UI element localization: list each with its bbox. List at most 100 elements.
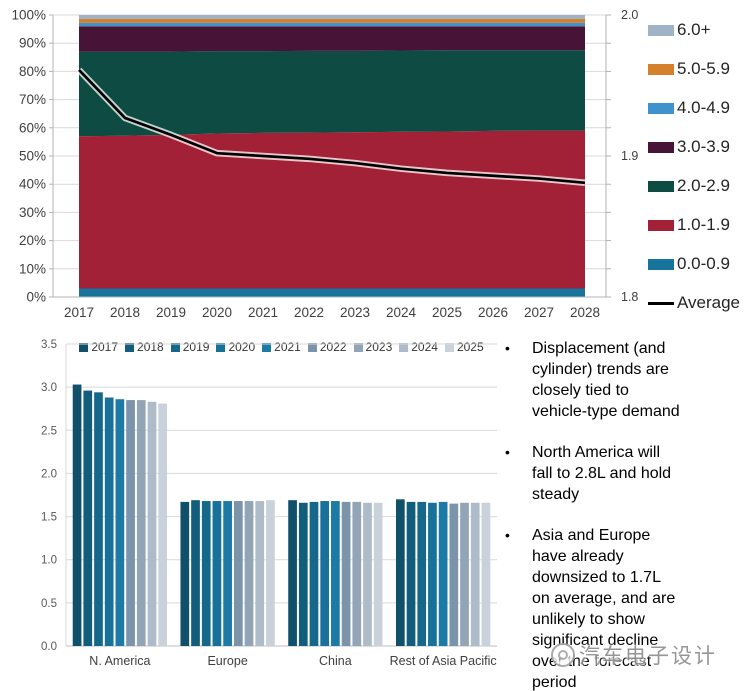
left-axis-label: 60% [19, 120, 46, 135]
bar-China-2024 [363, 502, 372, 646]
left-axis-label: 50% [19, 149, 46, 164]
legend-swatch [125, 342, 135, 352]
legend-label: 4.0-4.9 [677, 98, 730, 117]
avg-displacement-by-region-chart: 2017 2018 2019 2020 2021 2022 2023 2024 2025 0.0… [0, 334, 502, 691]
bar-Europe-2021 [223, 501, 232, 646]
y-axis-label: 0.5 [41, 598, 57, 610]
bar-Rest of Asia Pacific-2025 [481, 502, 491, 646]
area-band-0.0-0.9 [79, 288, 585, 297]
bullet-displacement-trends: • Displacement (and cylinder) trends are… [505, 338, 743, 422]
bar-N. America-2023 [136, 400, 146, 646]
bar-China-2019 [309, 501, 319, 646]
legend-swatch [648, 63, 674, 75]
legend-item-0.0-0.9: 0.0-0.9 [648, 254, 740, 273]
left-axis-label: 40% [19, 177, 46, 192]
y-axis-label: 0.0 [41, 641, 57, 653]
legend-label: 0.0-0.9 [677, 254, 730, 273]
bar-China-2020 [320, 501, 330, 646]
x-category-label: China [319, 654, 352, 668]
x-category-label: N. America [89, 654, 150, 668]
legend-swatch [648, 141, 674, 153]
key-points: • Displacement (and cylinder) trends are… [505, 338, 743, 691]
bar-China-2018 [298, 502, 308, 646]
legend-item-3.0-3.9: 3.0-3.9 [648, 137, 740, 156]
x-axis-label: 2020 [202, 305, 232, 320]
bar-N. America-2021 [115, 399, 125, 646]
bullet-text: Displacement (and cylinder) trends are c… [532, 340, 680, 420]
right-axis-label: 1.8 [621, 290, 638, 304]
bar-N. America-2019 [94, 392, 103, 646]
bar-Europe-2025 [266, 500, 275, 646]
bullet-marker: • [505, 340, 510, 356]
area-band-3.0-3.9 [79, 26, 585, 52]
x-axis-label: 2022 [294, 305, 324, 320]
area-band-6.0+ [79, 15, 585, 19]
bar-Rest of Asia Pacific-2017 [395, 499, 405, 646]
bullet-marker: • [505, 527, 510, 543]
legend-swatch [444, 342, 454, 352]
legend-label: 2.0-2.9 [677, 176, 730, 195]
y-axis-label: 1.0 [41, 555, 57, 567]
x-axis-label: 2025 [432, 305, 462, 320]
legend-swatch [170, 342, 180, 352]
bullet-text: Asia and Europe have already downsized t… [532, 527, 676, 691]
legend-swatch [648, 219, 674, 231]
bullet-asia-europe: • Asia and Europe have already downsized… [505, 525, 743, 691]
bar-Rest of Asia Pacific-2020 [428, 502, 437, 646]
legend-label: 1.0-1.9 [677, 215, 730, 234]
bar-N. America-2020 [104, 397, 114, 646]
legend-label: 3.0-3.9 [677, 137, 730, 156]
bar-Europe-2023 [244, 501, 254, 646]
bar-China-2023 [352, 501, 362, 646]
y-axis-label: 3.5 [41, 339, 57, 351]
legend-swatch [648, 301, 674, 305]
displacement-legend: 6.0+ 5.0-5.9 4.0-4.9 3.0-3.9 2.0-2.9 1.0-1.9 0… [648, 20, 741, 333]
x-axis-label: 2027 [524, 305, 554, 320]
bar-Rest of Asia Pacific-2018 [406, 501, 416, 646]
bar-Europe-2019 [201, 501, 211, 646]
bar-Rest of Asia Pacific-2023 [460, 502, 469, 646]
area-band-1.0-1.9 [79, 130, 585, 289]
legend-item-4.0-4.9: 4.0-4.9 [648, 98, 740, 117]
legend-swatch [648, 180, 674, 192]
legend-item-2.0-2.9: 2.0-2.9 [648, 176, 740, 195]
bar-Europe-2022 [233, 501, 243, 646]
x-axis-label: 2028 [570, 305, 600, 320]
x-axis-label: 2018 [110, 305, 140, 320]
right-axis-label: 2.0 [621, 8, 638, 22]
right-axis-label: 1.9 [621, 149, 638, 163]
bar-Europe-2017 [180, 501, 190, 646]
legend-swatch [648, 24, 674, 36]
bar-Rest of Asia Pacific-2021 [438, 501, 448, 646]
legend-item-1.0-1.9: 1.0-1.9 [648, 215, 740, 234]
bar-Rest of Asia Pacific-2019 [417, 501, 427, 646]
x-axis-label: 2017 [64, 305, 94, 320]
y-axis-label: 2.5 [41, 425, 57, 437]
watermark: 汽车电子设计 [551, 640, 717, 670]
x-axis-label: 2023 [340, 305, 370, 320]
bar-N. America-2018 [83, 390, 93, 646]
bar-Europe-2018 [191, 500, 200, 646]
x-axis-label: 2024 [386, 305, 417, 320]
bullet-text: North America will fall to 2.8L and hold… [532, 444, 672, 503]
bullet-marker: • [505, 444, 510, 460]
bar-Rest of Asia Pacific-2022 [449, 503, 459, 646]
x-category-label: Rest of Asia Pacific [390, 654, 497, 668]
watermark-logo-icon [551, 643, 575, 667]
legend-swatch [307, 342, 317, 352]
left-axis-label: 90% [19, 36, 46, 51]
bar-N. America-2017 [72, 384, 82, 646]
x-category-label: Europe [207, 654, 247, 668]
left-axis-label: 80% [19, 64, 46, 79]
legend-swatch [399, 342, 409, 352]
bar-Rest of Asia Pacific-2024 [470, 502, 480, 646]
left-axis-label: 20% [19, 233, 46, 248]
legend-label: 5.0-5.9 [677, 59, 730, 78]
legend-swatch [648, 102, 674, 114]
left-axis-label: 0% [26, 290, 46, 305]
left-axis-label: 10% [19, 261, 46, 276]
legend-label: Average [677, 293, 741, 312]
legend-swatch [216, 342, 226, 352]
area-band-2.0-2.9 [79, 50, 585, 137]
